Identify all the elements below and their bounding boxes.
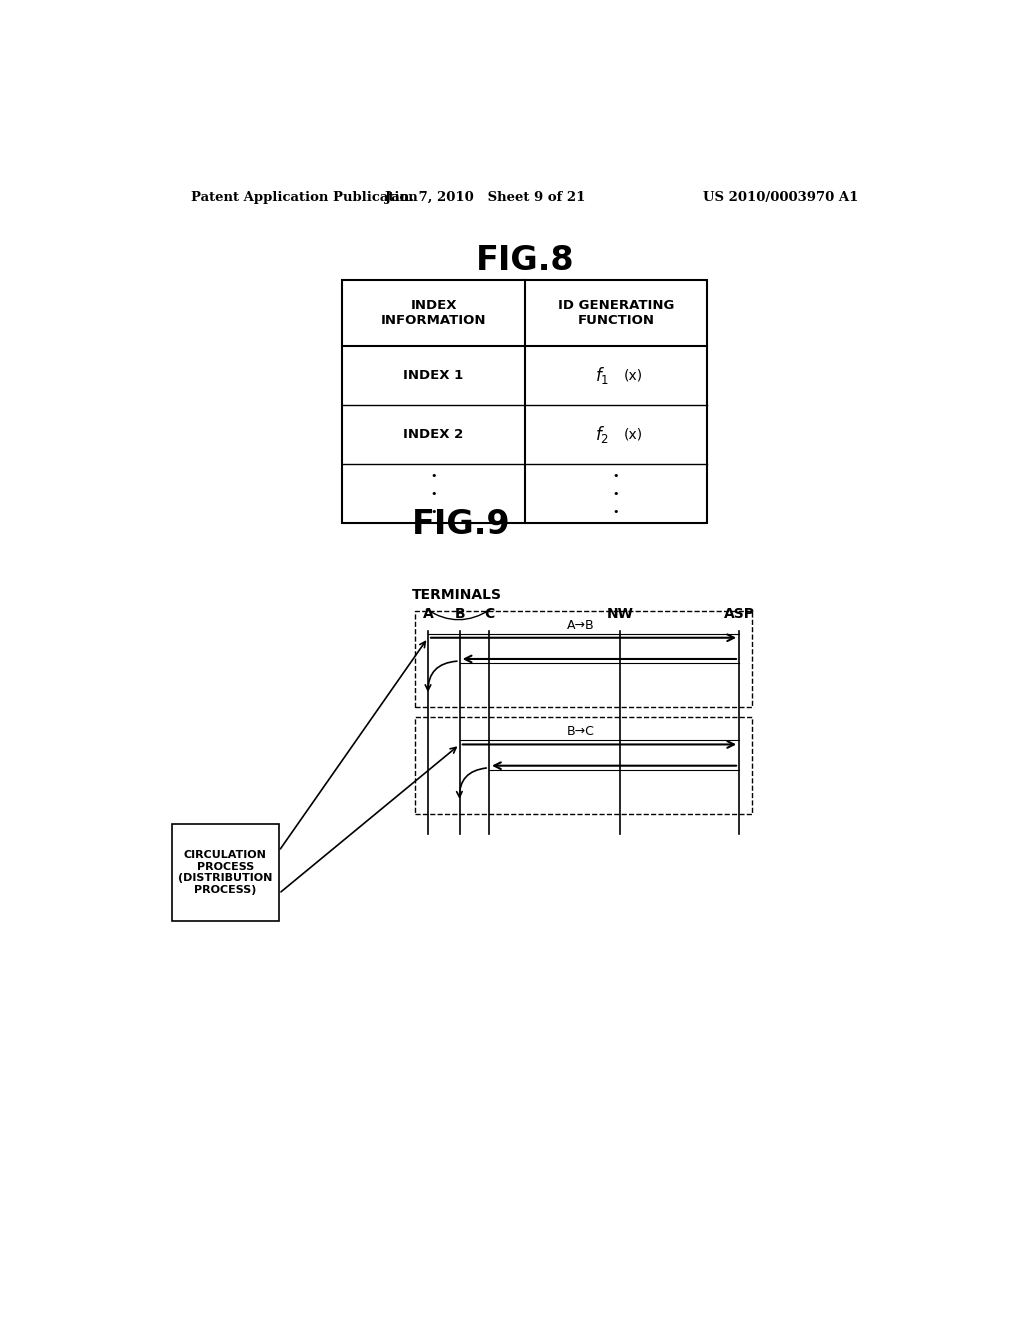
- Text: (x): (x): [624, 428, 643, 442]
- Text: TERMINALS: TERMINALS: [413, 589, 503, 602]
- Text: ASP: ASP: [724, 607, 755, 620]
- Text: Patent Application Publication: Patent Application Publication: [191, 190, 418, 203]
- Text: INDEX 2: INDEX 2: [403, 429, 464, 441]
- Bar: [416, 611, 752, 708]
- Text: $f_2$: $f_2$: [595, 424, 609, 445]
- Bar: [172, 824, 279, 921]
- Text: NW: NW: [606, 607, 634, 620]
- Text: •: •: [612, 470, 620, 480]
- Text: FIG.9: FIG.9: [412, 508, 511, 541]
- Text: •: •: [430, 488, 437, 499]
- Bar: [342, 280, 708, 523]
- Text: B→C: B→C: [566, 726, 594, 738]
- Text: •: •: [430, 470, 437, 480]
- Text: INDEX
INFORMATION: INDEX INFORMATION: [381, 300, 486, 327]
- Text: B: B: [455, 607, 465, 620]
- Text: $f_1$: $f_1$: [595, 366, 609, 387]
- Text: ID GENERATING
FUNCTION: ID GENERATING FUNCTION: [558, 300, 674, 327]
- Text: US 2010/0003970 A1: US 2010/0003970 A1: [702, 190, 858, 203]
- Text: CIRCULATION
PROCESS
(DISTRIBUTION
PROCESS): CIRCULATION PROCESS (DISTRIBUTION PROCES…: [178, 850, 272, 895]
- Text: A→B: A→B: [566, 619, 594, 632]
- Bar: [416, 718, 752, 814]
- Text: •: •: [430, 507, 437, 517]
- Text: (x): (x): [624, 368, 643, 383]
- Text: FIG.8: FIG.8: [475, 244, 574, 277]
- Text: A: A: [423, 607, 433, 620]
- Text: •: •: [612, 488, 620, 499]
- Text: •: •: [612, 507, 620, 517]
- Text: C: C: [484, 607, 495, 620]
- Text: Jan. 7, 2010   Sheet 9 of 21: Jan. 7, 2010 Sheet 9 of 21: [385, 190, 586, 203]
- Text: INDEX 1: INDEX 1: [403, 370, 464, 383]
